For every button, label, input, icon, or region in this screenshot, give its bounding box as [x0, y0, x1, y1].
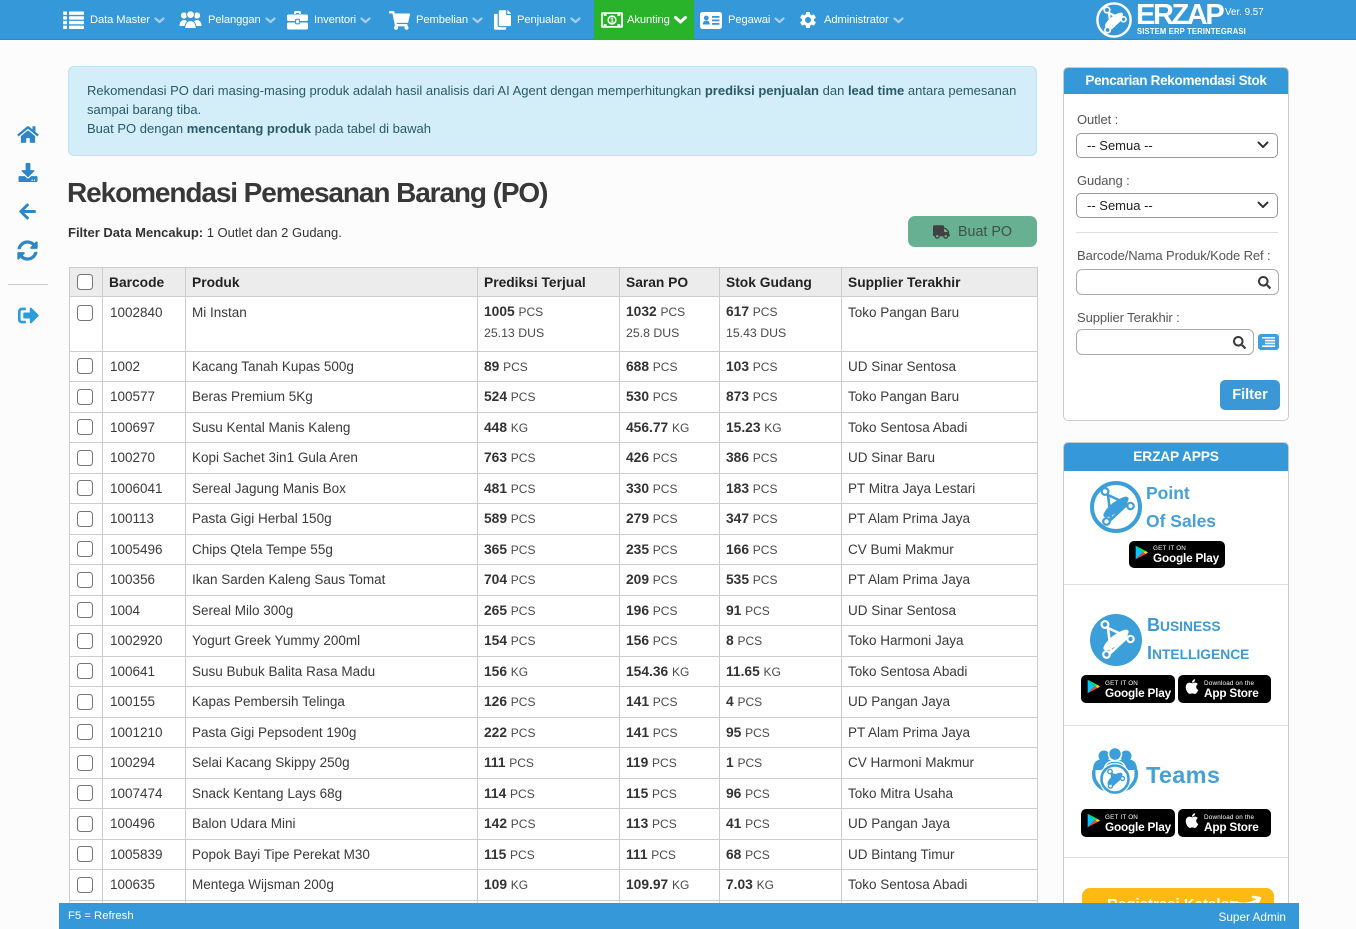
svg-text:1: 1 — [610, 15, 614, 24]
